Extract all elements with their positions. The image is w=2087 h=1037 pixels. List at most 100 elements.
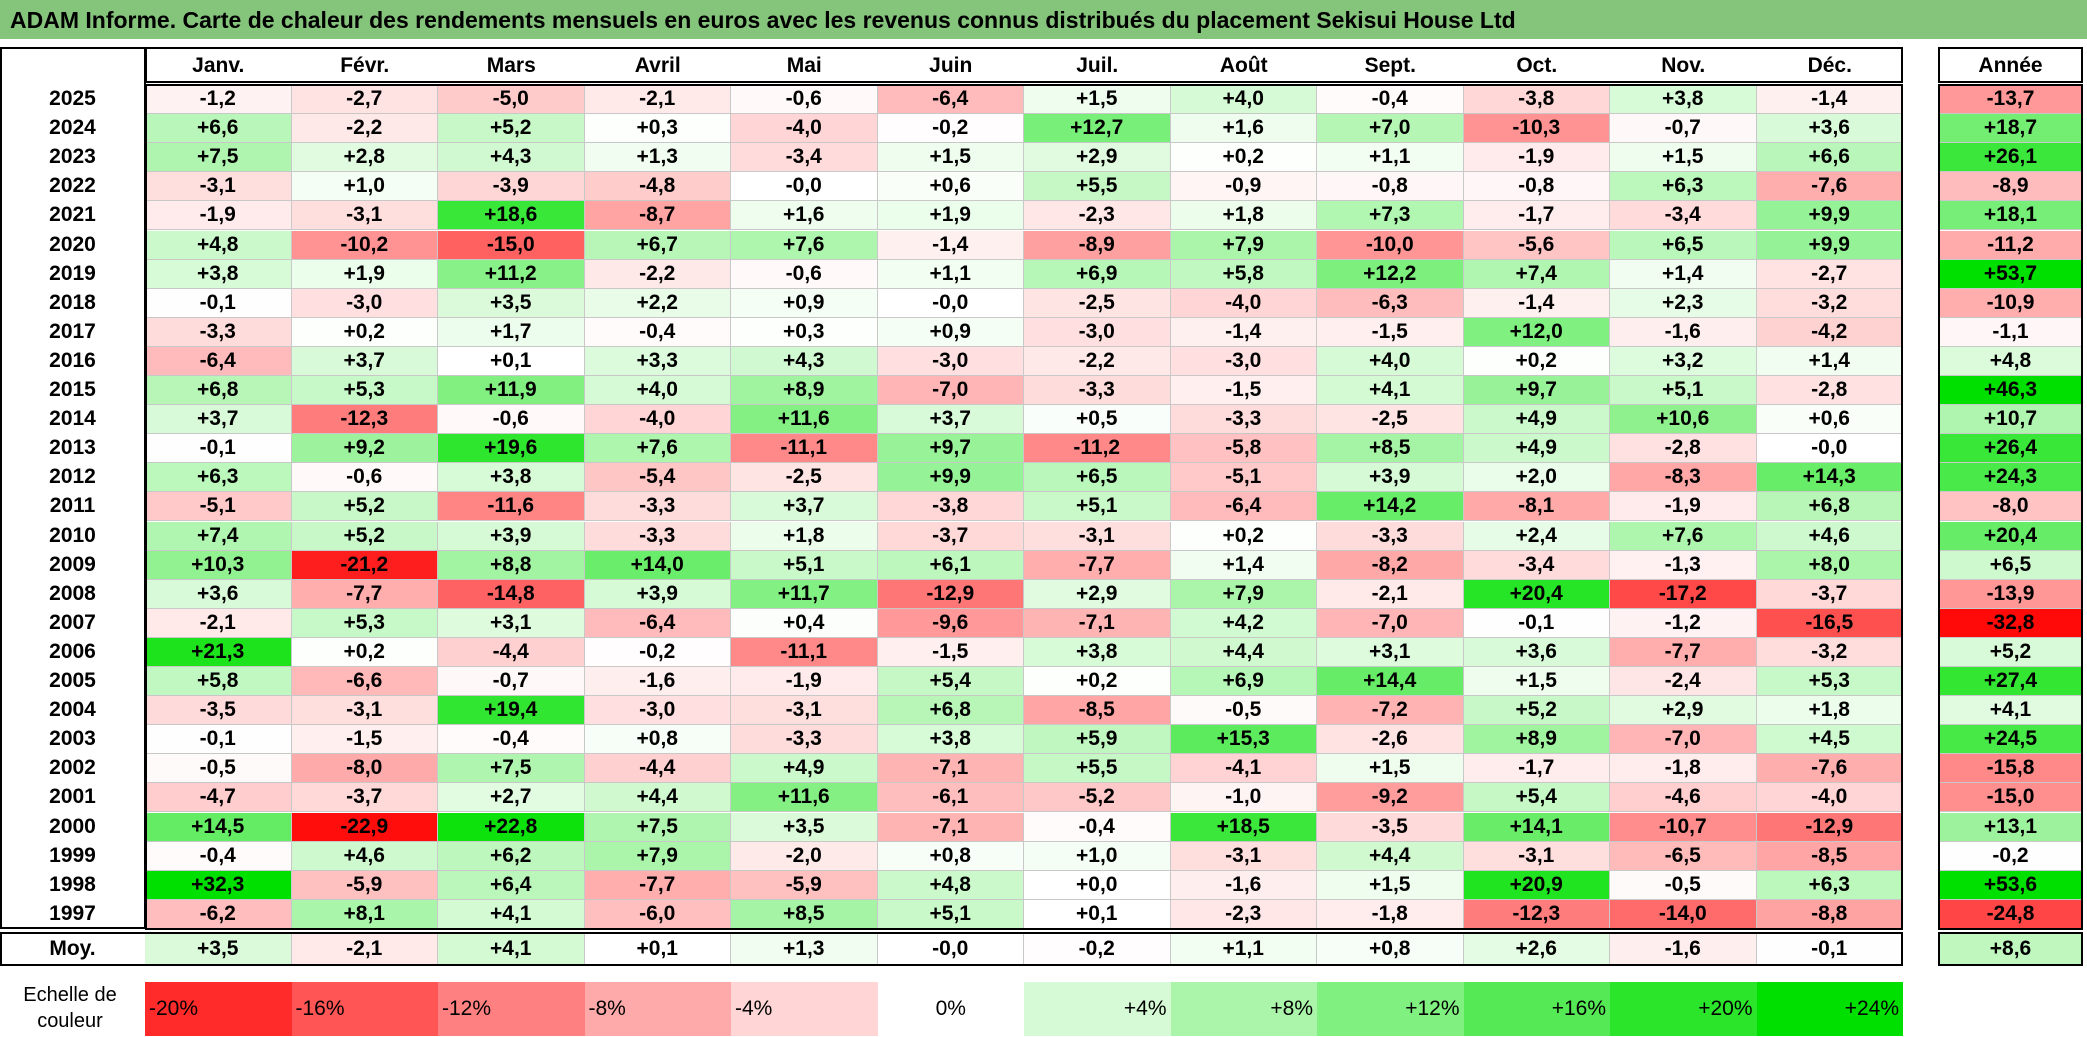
heatmap-cell: +10,6 <box>1610 405 1757 435</box>
column-header: Avril <box>584 49 731 82</box>
heatmap-cell: -4,0 <box>1170 288 1317 318</box>
heatmap-cell: -3,5 <box>145 696 292 726</box>
row-label: 2016 <box>49 348 96 372</box>
heatmap-cell: +3,1 <box>438 608 585 638</box>
heatmap-cell: +4,3 <box>438 143 585 173</box>
annual-cell: +26,1 <box>1938 143 2083 173</box>
heatmap-cell: +8,9 <box>1463 725 1610 755</box>
heatmap-cell: +6,9 <box>1024 259 1171 289</box>
heatmap-cell: -0,0 <box>1756 434 1903 464</box>
heatmap-cell: +7,9 <box>584 841 731 871</box>
heatmap-cell: -7,7 <box>1610 637 1757 667</box>
heatmap-cell: +8,9 <box>731 376 878 406</box>
heatmap-cell: +3,5 <box>438 288 585 318</box>
heatmap-cell: +4,4 <box>584 783 731 813</box>
heatmap-cell: -3,0 <box>584 696 731 726</box>
heatmap-cell: -6,3 <box>1317 288 1464 318</box>
heatmap-cell: -10,3 <box>1463 114 1610 144</box>
heatmap-cell: -7,0 <box>1610 725 1757 755</box>
legend-step: -8% <box>584 982 731 1036</box>
heatmap-cell: -3,5 <box>1317 812 1464 842</box>
column-header: Févr. <box>291 49 438 82</box>
heatmap-cell: -1,2 <box>1610 608 1757 638</box>
annual-cell: -11,2 <box>1938 230 2083 260</box>
heatmap-cell: +1,0 <box>1024 841 1171 871</box>
heatmap-cell: -8,1 <box>1463 492 1610 522</box>
heatmap-cell: -2,5 <box>1024 288 1171 318</box>
heatmap-cell: -15,0 <box>438 230 585 260</box>
heatmap-cell: +6,8 <box>1756 492 1903 522</box>
heatmap-cell: +6,3 <box>1610 172 1757 202</box>
heatmap-cell: +1,5 <box>1317 870 1464 900</box>
column-header: Juin <box>877 49 1024 82</box>
heatmap-cell: +9,9 <box>877 463 1024 493</box>
heatmap-cell: -6,4 <box>584 608 731 638</box>
heatmap-cell: -2,1 <box>1317 579 1464 609</box>
heatmap-cell: -3,7 <box>291 783 438 813</box>
heatmap-cell: +6,6 <box>1756 143 1903 173</box>
heatmap-cell: -0,8 <box>1463 172 1610 202</box>
heatmap-cell: +6,3 <box>145 463 292 493</box>
heatmap-cell: +5,3 <box>1756 667 1903 697</box>
heatmap-cell: +5,2 <box>438 114 585 144</box>
heatmap-cell: -0,4 <box>584 317 731 347</box>
heatmap-cell: -1,5 <box>877 637 1024 667</box>
heatmap-cell: -7,1 <box>1024 608 1171 638</box>
heatmap-cell: +2,3 <box>1610 288 1757 318</box>
average-cell: +3,5 <box>145 932 292 965</box>
heatmap-cell: -2,1 <box>145 608 292 638</box>
heatmap-cell: +5,1 <box>877 899 1024 929</box>
heatmap-cell: -2,8 <box>1610 434 1757 464</box>
heatmap-cell: +0,2 <box>291 317 438 347</box>
heatmap-cell: +7,6 <box>731 230 878 260</box>
heatmap-cell: -0,1 <box>145 434 292 464</box>
annual-cell: +18,1 <box>1938 201 2083 231</box>
heatmap-cell: +8,5 <box>1317 434 1464 464</box>
heatmap-cell: +5,3 <box>291 376 438 406</box>
heatmap-cell: -3,3 <box>584 492 731 522</box>
heatmap-cell: +3,1 <box>1317 637 1464 667</box>
legend-step: -12% <box>438 982 585 1036</box>
average-cell: -2,1 <box>291 932 438 965</box>
heatmap-cell: +0,4 <box>731 608 878 638</box>
row-label: 2003 <box>49 727 96 751</box>
heatmap-cell: +14,1 <box>1463 812 1610 842</box>
legend-label: Echelle de couleur <box>23 984 117 1032</box>
heatmap-cell: +5,4 <box>877 667 1024 697</box>
heatmap-cell: +0,8 <box>877 841 1024 871</box>
heatmap-cell: +6,9 <box>1170 667 1317 697</box>
legend-step: +20% <box>1610 982 1757 1036</box>
heatmap-cell: -0,5 <box>1610 870 1757 900</box>
heatmap-cell: +0,3 <box>584 114 731 144</box>
heatmap-cell: +9,7 <box>1463 376 1610 406</box>
heatmap-cell: +2,9 <box>1610 696 1757 726</box>
heatmap-cell: +1,9 <box>877 201 1024 231</box>
heatmap-cell: +1,8 <box>731 521 878 551</box>
annual-cell: -8,9 <box>1938 172 2083 202</box>
heatmap-cell: +8,8 <box>438 550 585 580</box>
heatmap-cell: -9,6 <box>877 608 1024 638</box>
heatmap-cell: +5,8 <box>145 667 292 697</box>
heatmap-cell: +3,9 <box>1317 463 1464 493</box>
heatmap-cell: -1,9 <box>1610 492 1757 522</box>
heatmap-cell: +3,7 <box>877 405 1024 435</box>
heatmap-cell: +5,9 <box>1024 725 1171 755</box>
average-cell: +1,3 <box>731 932 878 965</box>
average-cell: +4,1 <box>438 932 585 965</box>
heatmap-cell: +6,1 <box>877 550 1024 580</box>
heatmap-cell: -0,6 <box>438 405 585 435</box>
heatmap-cell: +8,0 <box>1756 550 1903 580</box>
heatmap-cell: -1,0 <box>1170 783 1317 813</box>
column-header: Mai <box>731 49 878 82</box>
annual-cell: +6,5 <box>1938 550 2083 580</box>
heatmap-cell: +11,9 <box>438 376 585 406</box>
heatmap-cell: +5,4 <box>1463 783 1610 813</box>
heatmap-cell: +14,5 <box>145 812 292 842</box>
heatmap-cell: -4,8 <box>584 172 731 202</box>
heatmap-cell: -0,1 <box>1463 608 1610 638</box>
heatmap-cell: -3,3 <box>584 521 731 551</box>
heatmap-cell: +5,1 <box>1024 492 1171 522</box>
heatmap-cell: -1,8 <box>1317 899 1464 929</box>
heatmap-cell: -6,1 <box>877 783 1024 813</box>
heatmap-cell: -2,5 <box>1317 405 1464 435</box>
